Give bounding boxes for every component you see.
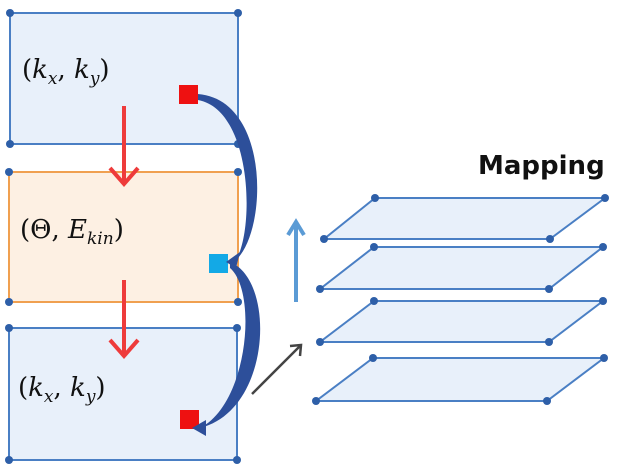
corner-dot xyxy=(601,194,609,202)
plane-layer-2 xyxy=(316,243,607,293)
corner-dot xyxy=(316,338,324,346)
corner-dot xyxy=(5,456,13,464)
top-box-label: (kx, ky) xyxy=(22,55,110,89)
corner-dot xyxy=(5,298,13,306)
red-marker-top xyxy=(179,85,198,104)
bottom-box-label: (kx, ky) xyxy=(18,373,106,407)
corner-dot xyxy=(599,297,607,305)
corner-dot xyxy=(5,168,13,176)
corner-dot xyxy=(370,297,378,305)
corner-dot xyxy=(233,456,241,464)
middle-box-label: (Θ, Ekin) xyxy=(20,215,124,249)
corner-dot xyxy=(320,235,328,243)
corner-dot xyxy=(5,324,13,332)
corner-dot xyxy=(6,140,14,148)
corner-dot xyxy=(543,397,551,405)
corner-dot xyxy=(370,243,378,251)
down-arrow-top xyxy=(108,106,140,188)
corner-dot xyxy=(599,243,607,251)
corner-dot xyxy=(233,324,241,332)
plane-layer-3 xyxy=(316,297,607,346)
red-marker-bottom xyxy=(180,410,199,429)
corner-dot xyxy=(234,298,242,306)
middle-angle-energy-box: (Θ, Ekin) xyxy=(5,168,242,306)
corner-dot xyxy=(600,354,608,362)
up-arrow xyxy=(286,218,306,302)
diagonal-arrow xyxy=(251,343,303,395)
curved-arrow-top-to-middle xyxy=(198,94,258,268)
corner-dot xyxy=(545,285,553,293)
corner-dot xyxy=(312,397,320,405)
curved-arrow-middle-to-bottom xyxy=(192,262,261,436)
plane-layer-1 xyxy=(320,194,609,243)
cyan-marker-middle xyxy=(209,254,228,273)
corner-dot xyxy=(545,338,553,346)
mapping-title: Mapping xyxy=(478,151,605,181)
down-arrow-bottom xyxy=(108,280,140,360)
corner-dot xyxy=(369,354,377,362)
corner-dot xyxy=(6,9,14,17)
corner-dot xyxy=(316,285,324,293)
corner-dot xyxy=(234,168,242,176)
plane-layer-4 xyxy=(312,354,608,405)
corner-dot xyxy=(234,9,242,17)
corner-dot xyxy=(546,235,554,243)
corner-dot xyxy=(371,194,379,202)
